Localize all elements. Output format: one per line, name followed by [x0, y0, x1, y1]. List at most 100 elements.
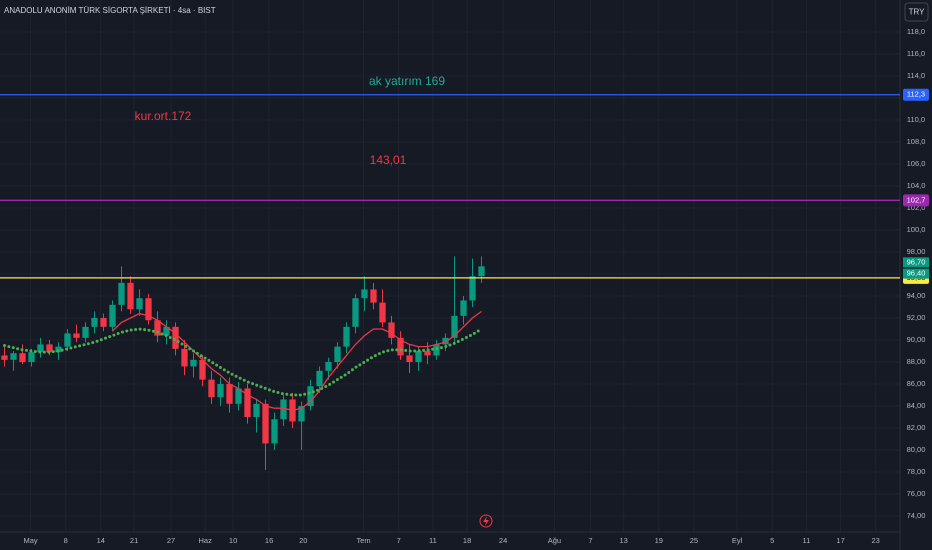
price-tag — [903, 194, 929, 207]
moving-average — [3, 327, 483, 397]
x-tick-label: 11 — [803, 536, 811, 545]
x-tick-label: 7 — [588, 536, 592, 545]
candle-body — [334, 346, 341, 363]
candle-body — [307, 386, 314, 407]
y-tick-label: 82,00 — [907, 423, 926, 432]
y-tick-label: 104,0 — [907, 181, 926, 190]
candle-body — [37, 344, 44, 353]
candle-body — [226, 384, 233, 404]
candle-body — [73, 333, 80, 338]
y-tick-label: 98,00 — [907, 247, 926, 256]
candle-body — [118, 282, 125, 305]
annotation: 143,01 — [370, 153, 407, 167]
candle-body — [235, 388, 242, 404]
candle-body — [208, 379, 215, 398]
x-tick-label: 21 — [130, 536, 138, 545]
candle-body — [388, 322, 395, 338]
x-tick-label: 11 — [429, 536, 437, 545]
candle-body — [82, 326, 89, 338]
candle-body — [190, 359, 197, 367]
annotation: ak yatırım 169 — [369, 74, 445, 88]
event-icon[interactable] — [483, 516, 489, 526]
candle-body — [280, 399, 287, 420]
candle-body — [100, 318, 107, 327]
x-tick-label: 23 — [872, 536, 880, 545]
x-tick-label: Haz — [199, 536, 213, 545]
candle-body — [91, 318, 98, 327]
x-tick-label: May — [24, 536, 38, 545]
candle-body — [136, 298, 143, 310]
y-tick-label: 94,00 — [907, 291, 926, 300]
y-tick-label: 92,00 — [907, 313, 926, 322]
candle-body — [361, 289, 368, 299]
x-tick-label: 25 — [690, 536, 698, 545]
event-icon[interactable] — [479, 514, 493, 528]
price-tag-label: 96,40 — [907, 269, 926, 278]
currency-button[interactable] — [904, 2, 929, 22]
y-tick-label: 108,0 — [907, 137, 926, 146]
x-tick-label: Tem — [357, 536, 371, 545]
price-tag — [903, 268, 929, 279]
y-tick-label: 78,00 — [907, 467, 926, 476]
candle-body — [442, 337, 449, 345]
y-tick-label: 102,0 — [907, 203, 926, 212]
price-tag-label: 96,70 — [907, 257, 926, 266]
x-tick-label: 13 — [620, 536, 628, 545]
candle-body — [19, 353, 26, 363]
candle-body — [28, 352, 35, 363]
x-tick-label: 10 — [229, 536, 237, 545]
candle-body — [172, 326, 179, 349]
x-tick-label: 24 — [499, 536, 507, 545]
candle-body — [10, 353, 17, 360]
price-tag-label: 112,3 — [907, 90, 925, 99]
x-tick-label: 19 — [655, 536, 663, 545]
y-tick-label: 86,00 — [907, 379, 926, 388]
candle-body — [424, 351, 431, 356]
moving-average — [112, 310, 482, 412]
candle-body — [154, 320, 161, 336]
chart-title: ANADOLU ANONİM TÜRK SİGORTA ŞİRKETİ · 4s… — [4, 6, 216, 15]
candle-body — [1, 355, 8, 360]
candle-body — [217, 384, 224, 398]
candle-body — [127, 282, 134, 310]
x-tick-label: 5 — [770, 536, 774, 545]
candle-body — [406, 355, 413, 363]
y-tick-label: 100,0 — [907, 225, 926, 234]
price-tag — [903, 88, 929, 101]
x-tick-label: 20 — [299, 536, 307, 545]
candle-body — [325, 362, 332, 371]
x-tick-label: 7 — [397, 536, 401, 545]
candle-body — [145, 298, 152, 321]
candle-body — [46, 344, 53, 353]
candle-body — [469, 276, 476, 301]
y-tick-label: 110,0 — [907, 115, 925, 124]
currency-label[interactable]: TRY — [909, 8, 926, 17]
candle-body — [244, 388, 251, 418]
candle-body — [352, 298, 359, 327]
candle-body — [253, 403, 260, 418]
candle-body — [55, 346, 62, 353]
candle-body — [109, 304, 116, 327]
x-tick-label: 18 — [463, 536, 471, 545]
candle-body — [415, 351, 422, 363]
candle-body — [343, 326, 350, 347]
annotation: kur.ort.172 — [135, 109, 192, 123]
y-tick-label: 116,0 — [907, 49, 925, 58]
candle-body — [451, 315, 458, 338]
candle-body — [397, 337, 404, 356]
y-tick-label: 114,0 — [907, 71, 925, 80]
candle-body — [316, 370, 323, 387]
y-tick-label: 84,00 — [907, 401, 926, 410]
price-tag — [903, 257, 929, 268]
y-tick-label: 106,0 — [907, 159, 926, 168]
x-tick-label: 27 — [167, 536, 175, 545]
candle-body — [199, 359, 206, 380]
candle-body — [163, 326, 170, 336]
candle-body — [370, 289, 377, 303]
x-tick-label: Ağu — [548, 536, 561, 545]
candle-body — [271, 419, 278, 444]
y-tick-label: 88,00 — [907, 357, 926, 366]
candle-body — [298, 406, 305, 422]
